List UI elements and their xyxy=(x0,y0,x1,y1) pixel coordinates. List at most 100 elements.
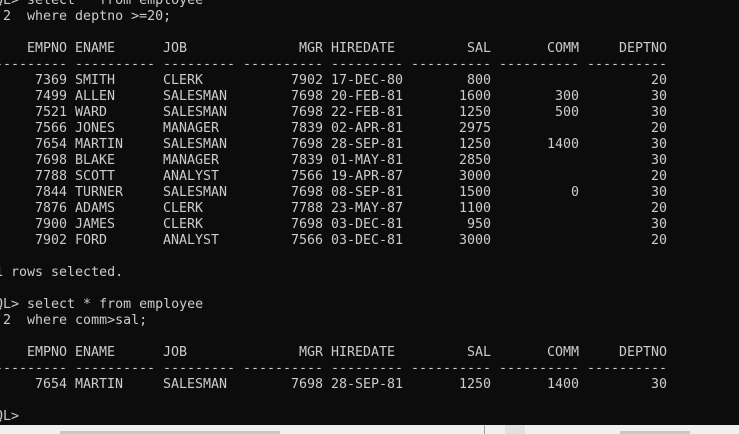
table-cell: ADAMS xyxy=(75,201,115,216)
table-cell: SCOTT xyxy=(75,169,115,184)
table-cell: 7566 xyxy=(35,121,67,136)
table-cell: SALESMAN xyxy=(163,89,227,104)
table-cell: 28-SEP-81 xyxy=(331,137,403,152)
table-cell: 23-MAY-87 xyxy=(331,201,403,216)
table-cell: 7788 xyxy=(35,169,67,184)
window-scroll-area xyxy=(505,425,525,434)
column-header: ENAME xyxy=(75,345,115,360)
separator: ---------- xyxy=(587,361,667,376)
separator: ---------- xyxy=(0,361,67,376)
separator: ---------- xyxy=(411,57,491,72)
separator: ---------- xyxy=(75,57,155,72)
column-header: COMM xyxy=(547,41,579,56)
column-header: SAL xyxy=(467,41,491,56)
column-header: JOB xyxy=(163,41,187,56)
table-cell: MARTIN xyxy=(75,137,123,152)
table-cell: 7844 xyxy=(35,185,67,200)
table-cell: SMITH xyxy=(75,73,115,88)
table-cell: SALESMAN xyxy=(163,105,227,120)
table-cell: 30 xyxy=(651,217,667,232)
table-cell: 22-FEB-81 xyxy=(331,105,403,120)
column-header: JOB xyxy=(163,345,187,360)
table-cell: 20 xyxy=(651,201,667,216)
separator: --------- xyxy=(163,57,235,72)
column-header: EMPNO xyxy=(27,41,67,56)
table-cell: 0 xyxy=(571,185,579,200)
table-cell: 20 xyxy=(651,73,667,88)
separator: ---------- xyxy=(75,361,155,376)
table-cell: 7369 xyxy=(35,73,67,88)
table-cell: 2975 xyxy=(459,121,491,136)
table-cell: 7839 xyxy=(291,121,323,136)
table-cell: 03-DEC-81 xyxy=(331,233,403,248)
table-cell: 500 xyxy=(555,105,579,120)
table-cell: 7698 xyxy=(291,217,323,232)
separator: ---------- xyxy=(411,361,491,376)
window-divider xyxy=(484,425,485,434)
table-cell: 3000 xyxy=(459,233,491,248)
separator: ---------- xyxy=(243,361,323,376)
table-cell: 1250 xyxy=(459,377,491,392)
table-cell: SALESMAN xyxy=(163,137,227,152)
table-cell: MANAGER xyxy=(163,153,219,168)
table-cell: 7698 xyxy=(291,377,323,392)
table-cell: MANAGER xyxy=(163,121,219,136)
separator: --------- xyxy=(331,57,403,72)
table-cell: 08-SEP-81 xyxy=(331,185,403,200)
table-cell: 7876 xyxy=(35,201,67,216)
column-header: SAL xyxy=(467,345,491,360)
separator: ---------- xyxy=(587,57,667,72)
separator: ---------- xyxy=(0,57,67,72)
table-cell: 7499 xyxy=(35,89,67,104)
sql-command: QL> select * from employee xyxy=(0,297,203,312)
table-cell: 01-MAY-81 xyxy=(331,153,403,168)
background-window-strip xyxy=(0,425,739,434)
table-cell: 950 xyxy=(467,217,491,232)
table-cell: 7566 xyxy=(291,233,323,248)
table-cell: 7698 xyxy=(291,185,323,200)
column-header: EMPNO xyxy=(27,345,67,360)
table-cell: SALESMAN xyxy=(163,377,227,392)
separator: ---------- xyxy=(499,361,579,376)
table-cell: 1600 xyxy=(459,89,491,104)
table-cell: 1250 xyxy=(459,137,491,152)
table-cell: CLERK xyxy=(163,73,203,88)
table-cell: 7902 xyxy=(291,73,323,88)
table-cell: MARTIN xyxy=(75,377,123,392)
table-cell: JAMES xyxy=(75,217,115,232)
table-cell: 20 xyxy=(651,121,667,136)
column-header: MGR xyxy=(299,41,323,56)
column-header: HIREDATE xyxy=(331,41,395,56)
window-text-fragment xyxy=(60,431,280,434)
table-cell: 30 xyxy=(651,377,667,392)
table-cell: 2850 xyxy=(459,153,491,168)
table-cell: 7839 xyxy=(291,153,323,168)
column-header: DEPTNO xyxy=(619,41,667,56)
table-cell: 7654 xyxy=(35,137,67,152)
table-cell: 3000 xyxy=(459,169,491,184)
table-cell: 7902 xyxy=(35,233,67,248)
table-cell: 7900 xyxy=(35,217,67,232)
window-text-fragment xyxy=(620,431,690,434)
table-cell: 19-APR-87 xyxy=(331,169,403,184)
table-cell: SALESMAN xyxy=(163,185,227,200)
sql-command: QL> select * from employee xyxy=(0,0,203,8)
column-header: HIREDATE xyxy=(331,345,395,360)
table-cell: 30 xyxy=(651,153,667,168)
sql-prompt: QL> xyxy=(0,409,19,424)
table-cell: 1250 xyxy=(459,105,491,120)
table-cell: 7566 xyxy=(291,169,323,184)
table-cell: 30 xyxy=(651,89,667,104)
separator: ---------- xyxy=(243,57,323,72)
table-cell: CLERK xyxy=(163,217,203,232)
table-cell: WARD xyxy=(75,105,107,120)
table-cell: 1400 xyxy=(547,377,579,392)
table-cell: 20-FEB-81 xyxy=(331,89,403,104)
column-header: DEPTNO xyxy=(619,345,667,360)
table-cell: 7654 xyxy=(35,377,67,392)
table-cell: 28-SEP-81 xyxy=(331,377,403,392)
table-cell: 7698 xyxy=(35,153,67,168)
separator: ---------- xyxy=(499,57,579,72)
